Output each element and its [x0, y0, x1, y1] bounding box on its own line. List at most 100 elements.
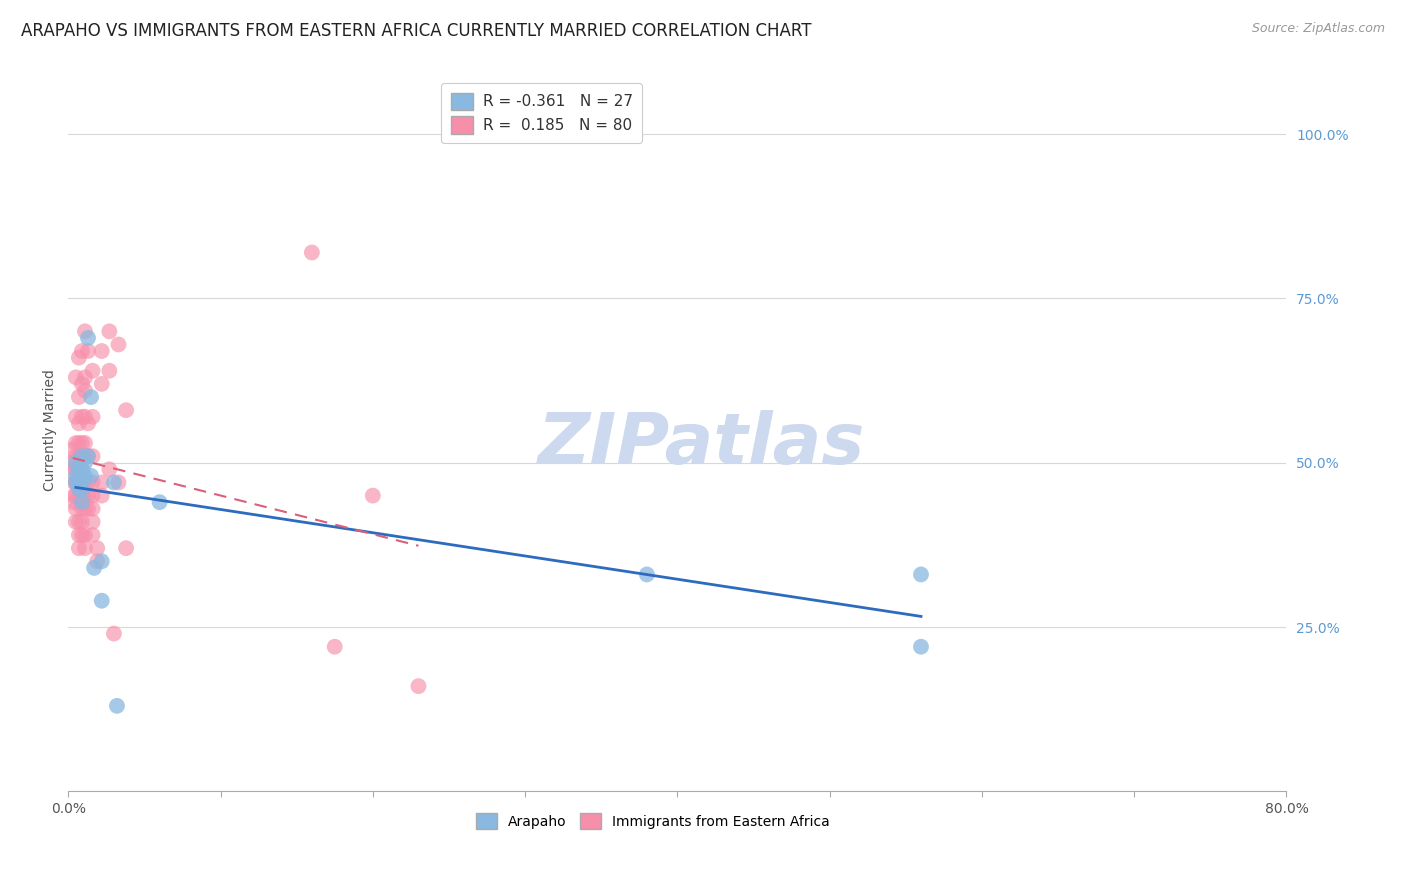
Point [70, 462, 93, 476]
Point [82, 449, 104, 463]
Point [65, 489, 87, 503]
Point [63, 489, 86, 503]
Point [77, 449, 100, 463]
Point [73, 541, 96, 556]
Point [67, 482, 90, 496]
Point [62, 442, 84, 457]
Point [90, 376, 112, 391]
Point [77, 449, 100, 463]
Point [67, 462, 90, 476]
Point [86, 554, 108, 568]
Point [73, 449, 96, 463]
Point [98, 324, 121, 338]
Point [67, 417, 90, 431]
Point [83, 561, 105, 575]
Point [67, 462, 90, 476]
Point [77, 501, 100, 516]
Point [910, 640, 932, 654]
Point [70, 436, 93, 450]
Point [73, 436, 96, 450]
Point [70, 501, 93, 516]
Point [115, 403, 138, 417]
Point [408, 679, 430, 693]
Point [67, 390, 90, 404]
Point [70, 449, 93, 463]
Point [115, 541, 138, 556]
Point [90, 475, 112, 490]
Point [103, 475, 125, 490]
Point [77, 331, 100, 345]
Point [65, 501, 87, 516]
Point [62, 456, 84, 470]
Point [70, 528, 93, 542]
Point [65, 515, 87, 529]
Point [323, 640, 346, 654]
Point [65, 436, 87, 450]
Point [73, 370, 96, 384]
Point [82, 364, 104, 378]
Point [80, 390, 103, 404]
Point [82, 475, 104, 490]
Point [98, 364, 121, 378]
Point [107, 337, 129, 351]
Point [67, 436, 90, 450]
Point [90, 593, 112, 607]
Text: ZIPatlas: ZIPatlas [538, 409, 866, 479]
Point [67, 541, 90, 556]
Point [90, 489, 112, 503]
Point [70, 462, 93, 476]
Point [67, 351, 90, 365]
Point [73, 501, 96, 516]
Point [70, 489, 93, 503]
Point [65, 456, 87, 470]
Point [65, 475, 87, 490]
Point [67, 515, 90, 529]
Point [301, 245, 323, 260]
Point [65, 449, 87, 463]
Point [77, 344, 100, 359]
Point [77, 475, 100, 490]
Point [910, 567, 932, 582]
Point [80, 469, 103, 483]
Point [77, 489, 100, 503]
Y-axis label: Currently Married: Currently Married [44, 369, 58, 491]
Point [90, 344, 112, 359]
Point [65, 475, 87, 490]
Point [63, 462, 86, 476]
Point [82, 528, 104, 542]
Point [70, 469, 93, 483]
Point [90, 554, 112, 568]
Point [73, 384, 96, 398]
Point [361, 489, 384, 503]
Point [73, 456, 96, 470]
Point [65, 469, 87, 483]
Point [65, 370, 87, 384]
Point [103, 626, 125, 640]
Point [73, 409, 96, 424]
Text: Source: ZipAtlas.com: Source: ZipAtlas.com [1251, 22, 1385, 36]
Point [73, 469, 96, 483]
Point [70, 376, 93, 391]
Point [73, 489, 96, 503]
Point [67, 449, 90, 463]
Point [63, 495, 86, 509]
Point [636, 567, 658, 582]
Point [98, 462, 121, 476]
Point [67, 489, 90, 503]
Point [70, 495, 93, 509]
Point [149, 495, 172, 509]
Point [70, 482, 93, 496]
Point [70, 515, 93, 529]
Point [82, 515, 104, 529]
Point [82, 501, 104, 516]
Point [73, 324, 96, 338]
Point [107, 475, 129, 490]
Point [82, 489, 104, 503]
Point [63, 475, 86, 490]
Point [70, 475, 93, 490]
Point [67, 475, 90, 490]
Point [65, 462, 87, 476]
Point [65, 409, 87, 424]
Point [70, 449, 93, 463]
Point [73, 475, 96, 490]
